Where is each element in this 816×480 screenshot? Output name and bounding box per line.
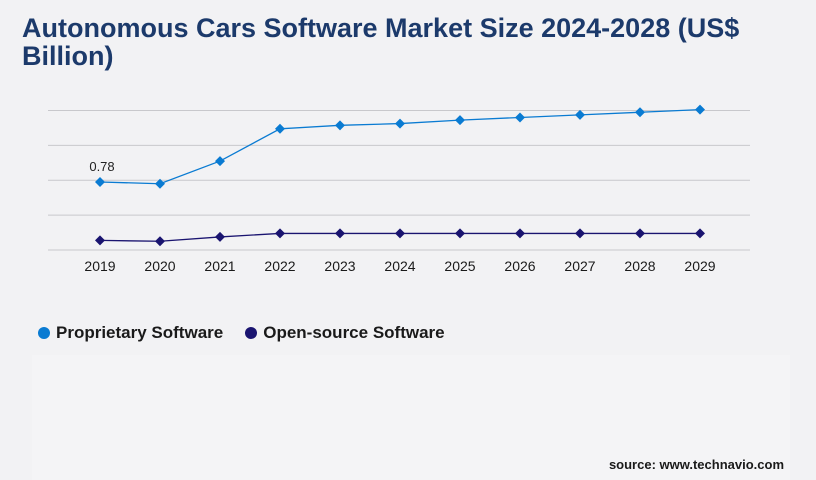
data-point xyxy=(95,235,105,246)
legend-item-open-source: Open-source Software xyxy=(245,323,445,343)
data-point xyxy=(455,228,465,239)
line-chart: 2019 2020 2021 2022 2023 2024 2025 2026 2027 2028… xyxy=(48,104,750,274)
x-tick-label: 2025 xyxy=(444,258,475,274)
data-point xyxy=(155,236,165,247)
source-note: source: www.technavio.com xyxy=(608,457,784,472)
x-tick-label: 2027 xyxy=(564,258,595,274)
data-point xyxy=(155,178,165,189)
legend-marker-icon xyxy=(245,327,258,339)
data-point xyxy=(635,228,645,239)
data-point xyxy=(695,228,705,239)
legend-item-proprietary: Proprietary Software xyxy=(38,323,223,343)
legend: Proprietary Software Open-source Softwar… xyxy=(38,323,445,343)
data-point xyxy=(215,156,225,167)
data-point xyxy=(335,120,345,131)
data-point xyxy=(275,228,285,239)
data-point xyxy=(695,104,705,115)
x-tick-label: 2024 xyxy=(384,258,415,274)
chart-title: Autonomous Cars Software Market Size 202… xyxy=(22,13,740,71)
data-point xyxy=(275,123,285,134)
data-label: 0.78 xyxy=(89,159,114,174)
data-point xyxy=(575,109,585,120)
x-tick-label: 2020 xyxy=(144,258,175,274)
x-tick-label: 2026 xyxy=(504,258,535,274)
data-point xyxy=(395,118,405,129)
x-tick-label: 2022 xyxy=(264,258,295,274)
data-point xyxy=(395,228,405,239)
data-point xyxy=(215,231,225,242)
data-point xyxy=(95,176,105,187)
data-point xyxy=(455,115,465,126)
x-tick-label: 2023 xyxy=(324,258,355,274)
x-tick-label: 2029 xyxy=(684,258,715,274)
x-tick-label: 2019 xyxy=(84,258,115,274)
legend-marker-icon xyxy=(38,327,50,339)
data-point xyxy=(575,228,585,239)
data-point xyxy=(335,228,345,239)
background-panel xyxy=(32,355,790,480)
x-tick-label: 2021 xyxy=(204,258,235,274)
legend-label: Open-source Software xyxy=(263,323,445,342)
data-point xyxy=(515,228,525,239)
data-point xyxy=(515,112,525,123)
x-tick-label: 2028 xyxy=(624,258,655,274)
data-point xyxy=(635,107,645,118)
legend-label: Proprietary Software xyxy=(56,323,224,342)
